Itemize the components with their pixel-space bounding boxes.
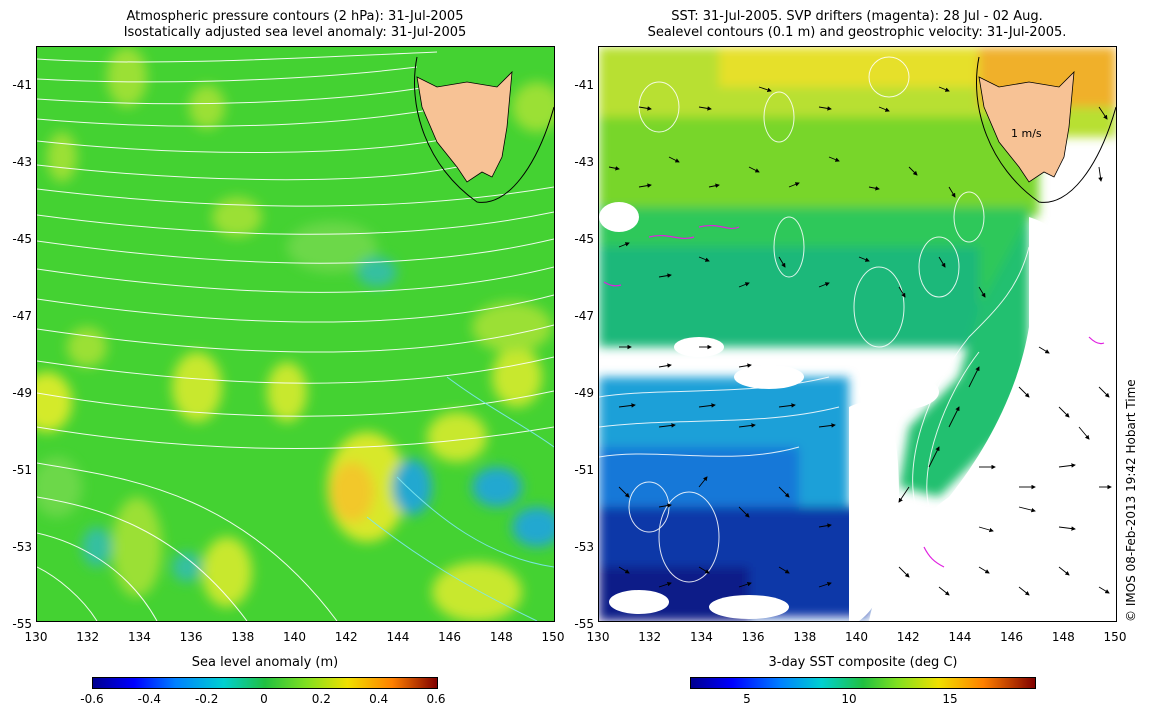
colorbar-tick-label: -0.4	[137, 692, 162, 706]
colorbar-tick-label: 10	[841, 692, 857, 706]
x-tick-label: 138	[231, 630, 255, 644]
colorbar-tick-label: 0.6	[426, 692, 446, 706]
colorbar-tick-label: -0.2	[194, 692, 219, 706]
x-tick-label: 134	[689, 630, 713, 644]
x-tick-label: 134	[127, 630, 151, 644]
svp-drifter-tracks	[603, 224, 1105, 568]
right-title-line1: SST: 31-Jul-2005. SVP drifters (magenta)…	[671, 9, 1043, 24]
geostrophic-velocity-vectors	[608, 86, 1112, 596]
sst-colorbar	[690, 677, 1036, 689]
x-tick-label: 150	[541, 630, 565, 644]
y-tick-label: -45	[574, 232, 594, 246]
sst-composite-map: 1 m/s	[598, 46, 1117, 622]
y-tick-label: -41	[12, 78, 32, 92]
y-tick-label: -55	[574, 617, 594, 631]
y-tick-label: -55	[12, 617, 32, 631]
x-tick-label: 142	[896, 630, 920, 644]
x-tick-label: 146	[1000, 630, 1024, 644]
right-colorbar-label: 3-day SST composite (deg C)	[768, 655, 958, 670]
colorbar-tick-label: 0.2	[311, 692, 331, 706]
left-title-line2: Isostatically adjusted sea level anomaly…	[123, 25, 467, 40]
x-tick-label: 130	[24, 630, 48, 644]
sea-level-anomaly-field	[37, 47, 554, 621]
left-colorbar-label: Sea level anomaly (m)	[191, 655, 339, 670]
x-tick-label: 136	[179, 630, 203, 644]
y-tick-label: -49	[12, 386, 32, 400]
y-tick-label: -47	[12, 309, 32, 323]
tasmania-landmass	[416, 70, 513, 183]
x-tick-label: 150	[1103, 630, 1127, 644]
x-tick-label: 132	[638, 630, 662, 644]
colorbar-tick-label: 15	[942, 692, 958, 706]
y-tick-label: -53	[12, 540, 32, 554]
x-tick-label: 130	[586, 630, 610, 644]
pressure-contours-cyan	[366, 376, 554, 621]
x-tick-label: 136	[741, 630, 765, 644]
pressure-contours	[37, 51, 554, 621]
y-tick-label: -43	[574, 155, 594, 169]
colorbar-tick-label: 5	[743, 692, 751, 706]
sea-level-colorbar	[92, 677, 438, 689]
tasmania-landmass	[978, 70, 1075, 183]
y-tick-label: -49	[574, 386, 594, 400]
x-tick-label: 148	[1051, 630, 1075, 644]
y-tick-label: -45	[12, 232, 32, 246]
colorbar-tick-label: 0	[260, 692, 268, 706]
y-tick-label: -41	[574, 78, 594, 92]
colorbar-tick-label: 0.4	[369, 692, 389, 706]
x-tick-label: 138	[793, 630, 817, 644]
velocity-scale-label: 1 m/s	[1011, 127, 1042, 140]
colorbar-tick-label: -0.6	[80, 692, 104, 706]
x-tick-label: 140	[845, 630, 868, 644]
y-tick-label: -51	[574, 463, 594, 477]
x-tick-label: 142	[334, 630, 358, 644]
sst-field	[599, 47, 1116, 621]
x-tick-label: 144	[948, 630, 972, 644]
x-tick-label: 144	[386, 630, 410, 644]
imos-credit: © IMOS 08-Feb-2013 19:42 Hobart Time	[1124, 379, 1138, 622]
sea-level-anomaly-map	[36, 46, 555, 622]
x-tick-label: 146	[438, 630, 462, 644]
left-title-line1: Atmospheric pressure contours (2 hPa): 3…	[126, 9, 464, 24]
y-tick-label: -47	[574, 309, 594, 323]
right-title-line2: Sealevel contours (0.1 m) and geostrophi…	[647, 25, 1067, 40]
x-tick-label: 132	[76, 630, 100, 644]
x-tick-label: 148	[489, 630, 513, 644]
y-tick-label: -53	[574, 540, 594, 554]
sealevel-contours	[599, 56, 1030, 583]
y-tick-label: -43	[12, 155, 32, 169]
x-tick-label: 140	[283, 630, 306, 644]
y-tick-label: -51	[12, 463, 32, 477]
